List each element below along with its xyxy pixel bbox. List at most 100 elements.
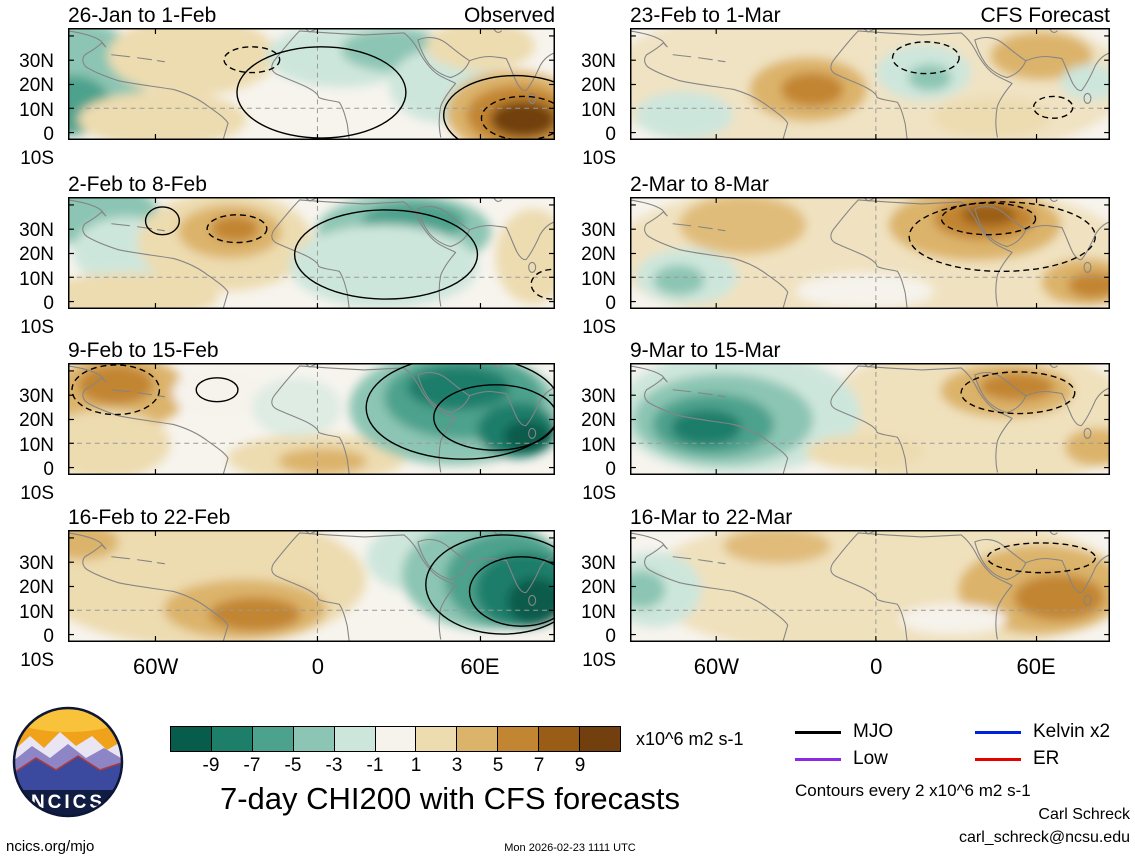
legend-item-kelvin: Kelvin x2 <box>975 721 1110 743</box>
chi200-map-svg <box>630 530 1110 642</box>
y-tick-label: 10N <box>19 602 54 623</box>
chi200-map-svg <box>68 363 555 475</box>
ncics-logo: NCICS <box>12 706 124 818</box>
y-tick-label: 20N <box>581 75 616 96</box>
chi200-map-svg <box>68 28 555 140</box>
y-tick-label: 20N <box>581 577 616 598</box>
panel-date-range: 16-Mar to 22-Mar <box>630 506 793 529</box>
y-tick-label: 10N <box>581 100 616 121</box>
panel-title-row: 16-Feb to 22-Feb <box>68 504 555 530</box>
panel-observed-week-2: 2-Feb to 8-Feb <box>19 171 555 338</box>
y-tick-label: 30N <box>581 220 616 241</box>
legend-label: ER <box>1033 748 1060 769</box>
panel-date-range: 9-Feb to 15-Feb <box>68 339 219 362</box>
y-tick-label: 30N <box>581 386 616 407</box>
y-axis-labels: 30N 20N 10N 0 10S <box>568 52 624 169</box>
y-tick-label: 10S <box>582 148 616 169</box>
colorbar-tick-label: -7 <box>243 755 261 776</box>
figure-title: 7-day CHI200 with CFS forecasts <box>219 781 680 816</box>
panel-forecast-week-1: 23-Feb to 1-Mar CFS Forecast <box>581 2 1110 169</box>
y-tick-label: 20N <box>19 410 54 431</box>
colorbar-ticks: -9 -7 -5 -3 -1 1 3 5 7 9 <box>170 755 621 777</box>
y-axis-labels: 30N 20N 10N 0 10S <box>568 387 624 504</box>
y-tick-label: 20N <box>581 410 616 431</box>
colorbar-cell <box>171 727 212 751</box>
colorbar-tick-label: 5 <box>492 755 504 776</box>
y-tick-label: 0 <box>605 293 616 314</box>
panel-date-range: 26-Jan to 1-Feb <box>68 4 217 27</box>
panel-date-range: 9-Mar to 15-Mar <box>630 339 781 362</box>
y-tick-label: 30N <box>19 386 54 407</box>
logo-text: NCICS <box>31 792 105 813</box>
panel-date-range: 2-Feb to 8-Feb <box>68 173 207 196</box>
panel-type-label: Observed <box>463 4 555 27</box>
panel-observed-week-4: 16-Feb to 22-Feb 30N 20N 10N 0 10S <box>19 504 555 671</box>
colorbar-units-label: x10^6 m2 s-1 <box>636 729 744 749</box>
map-forecast-week-1: 30N 20N 10N 0 10S <box>581 28 1110 169</box>
y-tick-label: 10N <box>581 602 616 623</box>
y-tick-label: 30N <box>581 51 616 72</box>
colorbar-tick-label: -1 <box>366 755 384 776</box>
colorbar-cell <box>211 727 253 751</box>
x-tick-label: 60E <box>1016 654 1056 679</box>
er-line-swatch <box>975 757 1021 761</box>
chi200-map-svg <box>630 197 1110 309</box>
legend-item-low: Low <box>795 748 888 770</box>
map-forecast-week-4: 30N 20N 10N 0 10S <box>581 530 1110 671</box>
colorbar-tick-label: 1 <box>410 755 422 776</box>
colorbar-tick-label: 7 <box>533 755 545 776</box>
colorbar-tick-label: 9 <box>574 755 586 776</box>
website-url: ncics.org/mjo <box>6 838 95 855</box>
colorbar-cell <box>334 727 376 751</box>
y-tick-label: 10N <box>581 269 616 290</box>
y-tick-label: 0 <box>605 626 616 647</box>
colorbar: -9 -7 -5 -3 -1 1 3 5 7 9 <box>170 726 621 777</box>
colorbar-cell <box>416 727 458 751</box>
y-tick-label: 20N <box>19 244 54 265</box>
y-tick-label: 10S <box>20 148 54 169</box>
y-tick-label: 10N <box>19 435 54 456</box>
panel-title-row: 23-Feb to 1-Mar CFS Forecast <box>630 2 1110 28</box>
legend-label: Kelvin x2 <box>1033 721 1111 742</box>
y-tick-label: 10N <box>19 100 54 121</box>
x-axis-labels: 60W 0 60E <box>68 654 555 682</box>
y-tick-label: 10S <box>582 317 616 338</box>
x-tick-label: 60W <box>693 654 740 679</box>
colorbar-cell <box>580 727 620 751</box>
y-axis-labels: 30N 20N 10N 0 10S <box>6 221 62 338</box>
mjo-line-swatch <box>795 730 841 734</box>
y-tick-label: 0 <box>43 124 54 145</box>
colorbar-cell <box>293 727 335 751</box>
panel-date-range: 23-Feb to 1-Mar <box>630 4 781 27</box>
y-tick-label: 30N <box>19 51 54 72</box>
y-tick-label: 10S <box>20 650 54 671</box>
y-tick-label: 0 <box>43 626 54 647</box>
y-tick-label: 10N <box>19 269 54 290</box>
colorbar-cell <box>457 727 499 751</box>
y-axis-labels: 30N 20N 10N 0 10S <box>568 554 624 671</box>
map-forecast-week-2: 30N 20N 10N 0 10S <box>581 197 1110 338</box>
panel-observed-week-1: 26-Jan to 1-Feb Observed <box>19 2 555 169</box>
panel-title-row: 16-Mar to 22-Mar <box>630 504 1110 530</box>
y-tick-label: 10S <box>20 317 54 338</box>
panel-forecast-week-2: 2-Mar to 8-Mar 30N 20N 10 <box>581 171 1110 338</box>
y-tick-label: 10S <box>582 650 616 671</box>
y-tick-label: 0 <box>605 124 616 145</box>
y-axis-labels: 30N 20N 10N 0 10S <box>6 554 62 671</box>
chi200-map-svg <box>630 28 1110 140</box>
y-axis-labels: 30N 20N 10N 0 10S <box>568 221 624 338</box>
x-tick-label: 0 <box>311 654 324 679</box>
author-name: Carl Schreck <box>1038 806 1130 823</box>
colorbar-tick-label: -3 <box>325 755 343 776</box>
map-forecast-week-3: 30N 20N 10N 0 10S <box>581 363 1110 504</box>
panel-title-row: 26-Jan to 1-Feb Observed <box>68 2 555 28</box>
panel-title-row: 2-Mar to 8-Mar <box>630 171 1110 197</box>
panel-title-row: 9-Feb to 15-Feb <box>68 337 555 363</box>
map-observed-week-1: 30N 20N 10N 0 10S <box>19 28 555 169</box>
x-tick-label: 60E <box>460 654 500 679</box>
y-tick-label: 10S <box>582 483 616 504</box>
y-tick-label: 20N <box>19 75 54 96</box>
y-tick-label: 0 <box>43 293 54 314</box>
y-axis-labels: 30N 20N 10N 0 10S <box>6 387 62 504</box>
panel-forecast-week-3: 9-Mar to 15-Mar 30N 20N 10N 0 10S <box>581 337 1110 504</box>
